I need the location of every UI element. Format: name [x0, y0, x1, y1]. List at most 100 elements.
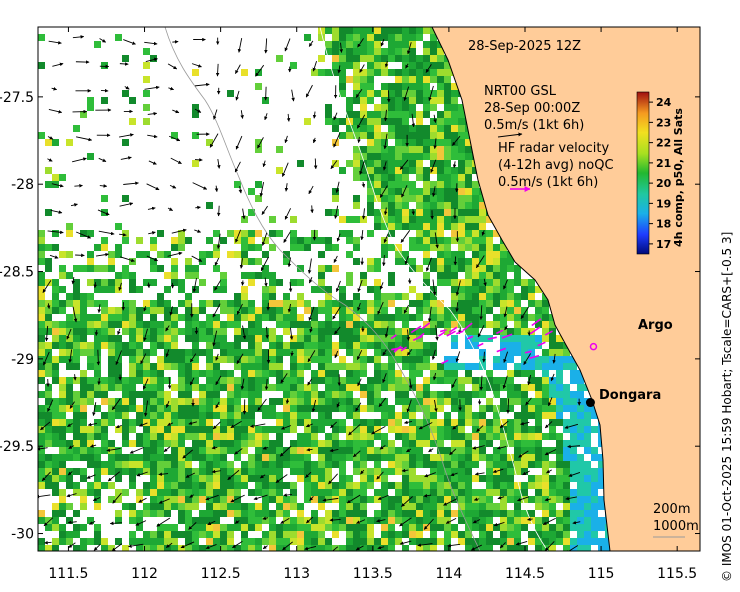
sst-cell — [234, 447, 241, 454]
sst-cell — [325, 433, 332, 440]
sst-cell — [73, 377, 80, 384]
current-arrow — [404, 420, 413, 425]
radar-arrow — [477, 342, 484, 347]
sst-cell — [479, 286, 486, 293]
sst-cell — [66, 342, 73, 349]
sst-cell — [535, 433, 542, 440]
sst-cell — [423, 363, 430, 370]
sst-cell — [367, 188, 374, 195]
sst-cell — [213, 412, 220, 419]
current-arrow — [380, 39, 385, 47]
sst-cell — [493, 356, 500, 363]
sst-cell — [402, 104, 409, 111]
sst-cell — [458, 398, 465, 405]
sst-cell — [318, 412, 325, 419]
sst-cell — [311, 475, 318, 482]
sst-cell — [395, 314, 402, 321]
sst-cell — [297, 328, 304, 335]
sst-cell — [241, 510, 248, 517]
sst-cell — [360, 153, 367, 160]
sst-cell — [493, 454, 500, 461]
sst-cell — [444, 69, 451, 76]
sst-cell — [66, 398, 73, 405]
sst-cell — [185, 258, 192, 265]
sst-cell — [472, 377, 479, 384]
sst-cell — [241, 545, 248, 551]
sst-cell — [388, 412, 395, 419]
sst-cell — [374, 356, 381, 363]
sst-cell — [290, 531, 297, 538]
sst-cell — [52, 524, 59, 531]
sst-cell — [101, 412, 108, 419]
current-arrow — [209, 133, 219, 148]
model-legend-arrow — [497, 132, 523, 138]
sst-cell — [241, 370, 248, 377]
sst-cell — [325, 524, 332, 531]
sst-cell — [248, 398, 255, 405]
sst-cell — [493, 482, 500, 489]
sst-cell — [458, 440, 465, 447]
sst-cell — [584, 433, 591, 440]
sst-cell — [269, 335, 276, 342]
current-arrow — [67, 471, 73, 476]
sst-cell — [416, 517, 423, 524]
sst-cell — [465, 188, 472, 195]
current-arrow — [425, 257, 432, 272]
sst-cell — [213, 447, 220, 454]
sst-cell — [472, 342, 479, 349]
current-arrow — [383, 133, 388, 150]
sst-cell — [318, 279, 325, 286]
sst-cell — [374, 468, 381, 475]
sst-cell — [514, 335, 521, 342]
sst-cell — [171, 132, 178, 139]
sst-cell — [423, 181, 430, 188]
sst-cell — [87, 328, 94, 335]
current-arrow — [572, 520, 581, 525]
sst-cell — [115, 307, 122, 314]
sst-cell — [591, 524, 598, 531]
sst-cell — [479, 195, 486, 202]
current-arrow — [482, 351, 486, 363]
sst-cell — [248, 524, 255, 531]
sst-cell — [157, 230, 164, 237]
sst-cell — [402, 146, 409, 153]
sst-cell — [248, 230, 255, 237]
sst-cell — [514, 538, 521, 545]
sst-cell — [122, 90, 129, 97]
sst-cell — [402, 447, 409, 454]
sst-cell — [388, 454, 395, 461]
current-arrow — [147, 134, 158, 139]
sst-cell — [409, 300, 416, 307]
sst-cell — [269, 286, 276, 293]
sst-cell — [129, 342, 136, 349]
sst-cell — [213, 230, 220, 237]
sst-cell — [381, 412, 388, 419]
current-arrow — [288, 281, 293, 293]
sst-cell — [402, 489, 409, 496]
sst-cell — [325, 447, 332, 454]
sst-cell — [227, 510, 234, 517]
sst-cell — [353, 118, 360, 125]
sst-cell — [255, 475, 262, 482]
sst-cell — [150, 307, 157, 314]
sst-cell — [493, 321, 500, 328]
sst-cell — [430, 209, 437, 216]
sst-cell — [227, 489, 234, 496]
sst-cell — [360, 419, 367, 426]
sst-cell — [339, 83, 346, 90]
sst-cell — [199, 307, 206, 314]
sst-cell — [500, 475, 507, 482]
sst-cell — [521, 510, 528, 517]
current-arrow — [355, 545, 364, 551]
current-arrow — [106, 447, 121, 452]
sst-cell — [444, 475, 451, 482]
sst-cell — [157, 545, 164, 551]
sst-cell — [129, 503, 136, 510]
current-arrow — [214, 257, 220, 266]
sst-cell — [38, 272, 45, 279]
sst-cell — [199, 370, 206, 377]
sst-cell — [514, 391, 521, 398]
sst-cell — [388, 314, 395, 321]
sst-cell — [283, 251, 290, 258]
current-arrow — [473, 497, 480, 502]
